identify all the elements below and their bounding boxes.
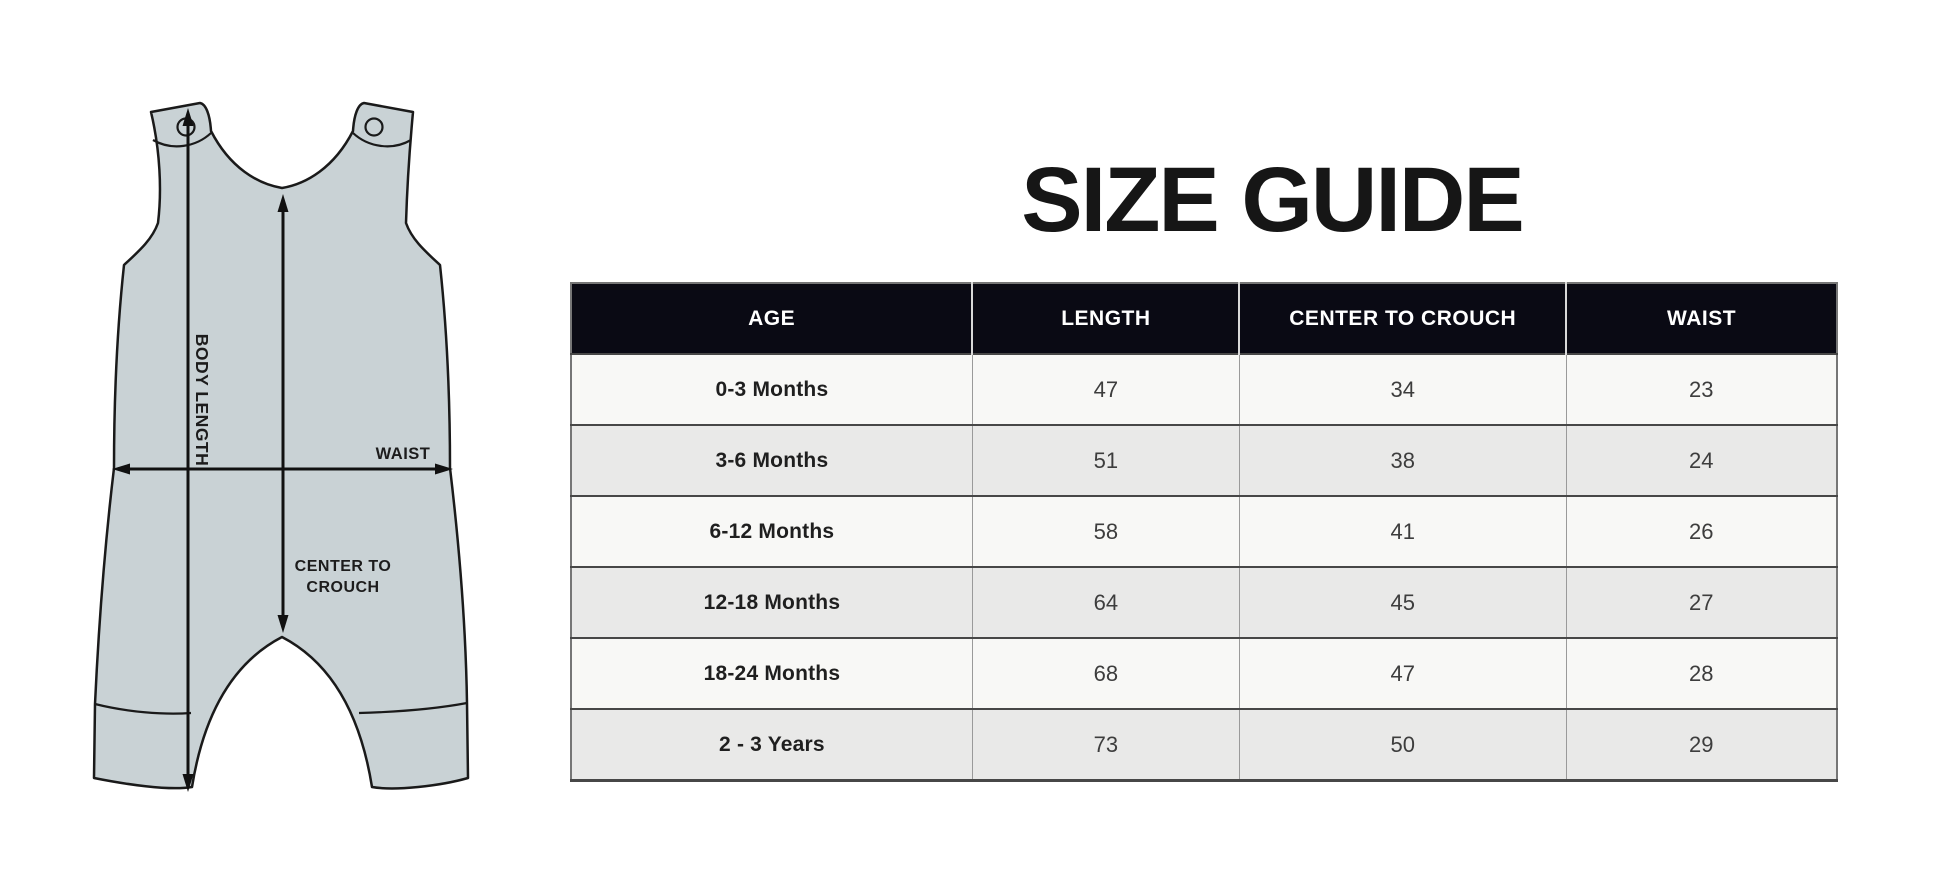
cell-center-to-crouch: 38 [1238,425,1567,496]
cell-length: 73 [971,709,1240,781]
cell-age: 12-18 Months [703,590,841,614]
center-to-crouch-arrow [277,194,289,633]
cell-center-to-crouch: 41 [1238,496,1567,567]
size-guide-table: AGE LENGTH CENTER TO CROUCH WAIST 0-3 Mo… [570,282,1838,782]
page-title: SIZE GUIDE [1021,149,1524,251]
right-shoulder-seam [352,132,412,148]
cell-length: 64 [971,567,1240,638]
cell-length: 51 [971,425,1240,496]
cell-age: 18-24 Months [703,661,841,685]
cell-age: 0-3 Months [715,377,829,401]
col-header-waist: WAIST [1565,283,1837,354]
cell-waist: 26 [1565,496,1837,567]
center-to-crouch-label-line1: CENTER TO [295,558,392,575]
body-length-arrow [182,108,194,792]
cell-center-to-crouch: 45 [1238,567,1567,638]
left-cuff-seam [94,702,192,715]
cell-waist: 23 [1565,354,1837,425]
cell-length: 58 [971,496,1240,567]
cell-age: 2 - 3 Years [719,732,825,756]
center-to-crouch-label-line2: CROUCH [306,579,379,596]
cell-length: 68 [971,638,1240,709]
table-row: 2 - 3 Years 73 50 29 [571,709,1837,781]
right-cuff-seam [358,701,468,715]
cell-length: 47 [971,354,1240,425]
cell-waist: 28 [1565,638,1837,709]
cell-waist: 29 [1565,709,1837,781]
cell-waist: 24 [1565,425,1837,496]
table-row: 3-6 Months 51 38 24 [571,425,1837,496]
col-header-center-to-crouch: CENTER TO CROUCH [1238,283,1567,354]
cell-waist: 27 [1565,567,1837,638]
cell-age: 3-6 Months [715,448,829,472]
romper-diagram: BODY LENGTH WAIST CENTER TO CROUCH [0,0,520,875]
cell-center-to-crouch: 50 [1238,709,1567,781]
col-header-age: AGE [571,283,973,354]
col-header-length: LENGTH [971,283,1240,354]
waist-arrow [112,463,453,475]
cell-age: 6-12 Months [709,519,835,543]
table-row: 0-3 Months 47 34 23 [571,354,1837,425]
table-header-row: AGE LENGTH CENTER TO CROUCH WAIST [571,283,1837,354]
table-row: 12-18 Months 64 45 27 [571,567,1837,638]
waist-label: WAIST [376,445,431,463]
table-row: 6-12 Months 58 41 26 [571,496,1837,567]
cell-center-to-crouch: 47 [1238,638,1567,709]
body-length-label: BODY LENGTH [192,334,212,467]
left-shoulder-seam [152,132,212,148]
romper-diagram-svg: BODY LENGTH WAIST CENTER TO CROUCH [92,101,470,792]
table-row: 18-24 Months 68 47 28 [571,638,1837,709]
cell-center-to-crouch: 34 [1238,354,1567,425]
right-snap-button [364,117,384,137]
